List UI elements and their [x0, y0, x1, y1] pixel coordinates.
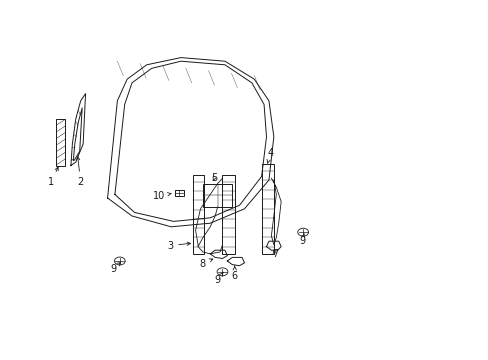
Bar: [56, 119, 65, 166]
Text: 9: 9: [110, 262, 121, 274]
Text: 3: 3: [167, 240, 190, 251]
Text: 7: 7: [271, 249, 277, 259]
Text: 1: 1: [48, 167, 58, 187]
Bar: [261, 164, 273, 254]
Text: 5: 5: [211, 173, 217, 183]
Text: 9: 9: [214, 272, 223, 285]
Bar: [175, 190, 183, 196]
Bar: [203, 184, 232, 207]
Text: 2: 2: [76, 157, 83, 187]
Text: 4: 4: [266, 148, 273, 163]
Bar: [222, 175, 234, 254]
Bar: [193, 175, 203, 254]
Text: 9: 9: [299, 233, 305, 246]
Text: 6: 6: [231, 266, 237, 282]
Text: 10: 10: [152, 191, 171, 201]
Text: 8: 8: [200, 258, 212, 269]
